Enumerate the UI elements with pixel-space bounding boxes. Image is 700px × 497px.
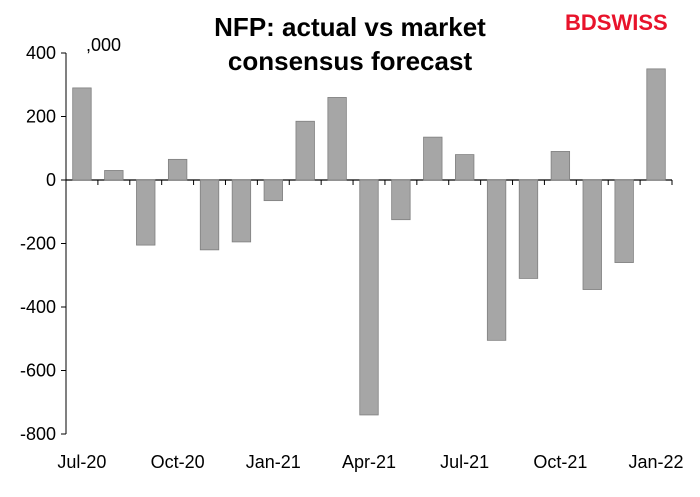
bar (486, 179, 507, 341)
bar (167, 158, 188, 181)
bdswiss-logo: BDSWISS (565, 10, 668, 35)
x-tick-label: Jan-21 (246, 452, 301, 472)
x-tick-label: Oct-21 (533, 452, 587, 472)
y-tick-label: 0 (46, 170, 56, 190)
logo-part-swiss: SWISS (597, 10, 668, 35)
bar (327, 97, 347, 181)
y-tick-labels: 400 200 0 -200 -400 -600 -800 (20, 43, 56, 444)
x-tick-label: Apr-21 (342, 452, 396, 472)
bar (423, 136, 443, 181)
y-tick-label: -800 (20, 424, 56, 444)
bar (550, 151, 571, 181)
x-tick-labels: Jul-20 Oct-20 Jan-21 Apr-21 Jul-21 Oct-21 Jan-… (57, 452, 683, 472)
x-tick-label: Jul-20 (57, 452, 106, 472)
bars (72, 68, 666, 416)
chart-title-line-1: NFP: actual vs market (214, 12, 486, 42)
logo-text: BDSWISS (565, 10, 668, 35)
y-unit-label: ,000 (86, 35, 121, 55)
chart-title: NFP: actual vs market consensus forecast (214, 12, 486, 76)
bar (231, 179, 252, 243)
bar (199, 179, 220, 251)
bar (295, 120, 315, 181)
bar (263, 179, 283, 202)
bar (391, 179, 411, 221)
bar (136, 179, 156, 246)
x-tick-label: Jul-21 (440, 452, 489, 472)
bar (359, 179, 379, 416)
bar (614, 179, 634, 263)
y-tick-label: 200 (26, 107, 56, 127)
x-tick-label: Oct-20 (151, 452, 205, 472)
chart-title-line-2: consensus forecast (228, 46, 473, 76)
y-tick-label: -600 (20, 361, 56, 381)
y-tick-label: -200 (20, 234, 56, 254)
y-tick-label: 400 (26, 43, 56, 63)
bar (518, 179, 539, 279)
bar (72, 87, 92, 181)
y-tick-label: -400 (20, 297, 56, 317)
bar (455, 154, 475, 181)
bar (104, 170, 124, 181)
bar (582, 179, 602, 290)
logo-part-bd: BD (565, 10, 597, 35)
x-tick-label: Jan-22 (629, 452, 684, 472)
bar (646, 68, 666, 181)
